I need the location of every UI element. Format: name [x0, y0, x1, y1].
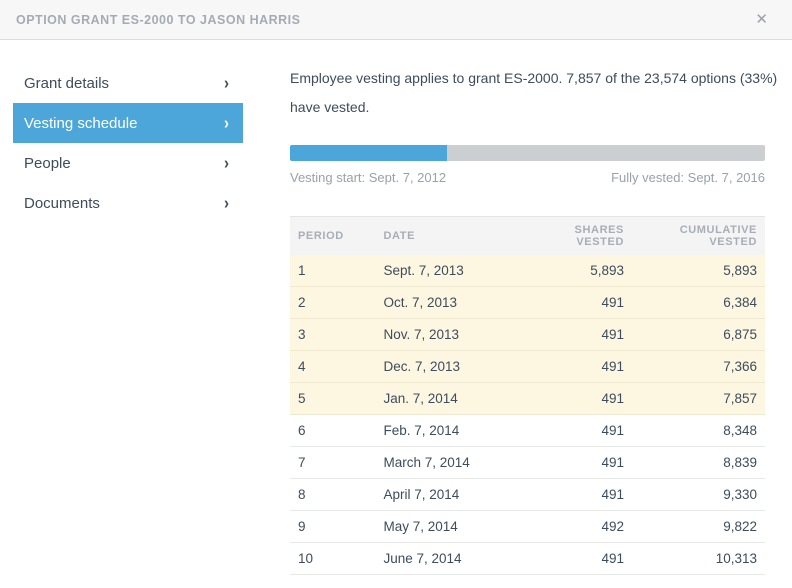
- cell-period: 2: [290, 286, 376, 319]
- progress-labels: Vesting start: Sept. 7, 2012 Fully veste…: [290, 170, 765, 185]
- cell-date: June 7, 2014: [375, 542, 523, 575]
- cell-shares: 491: [522, 446, 632, 479]
- sidebar-item-documents[interactable]: Documents ›: [13, 183, 243, 223]
- cell-date: Dec. 7, 2013: [375, 350, 523, 383]
- sidebar-item-label: People: [24, 154, 71, 172]
- cell-date: April 7, 2014: [375, 478, 523, 511]
- sidebar-item-vesting-schedule[interactable]: Vesting schedule ›: [13, 103, 243, 143]
- table-row: 1 Sept. 7, 2013 5,893 5,893: [290, 255, 765, 287]
- cell-shares: 5,893: [522, 255, 632, 287]
- cell-period: 6: [290, 414, 376, 447]
- vesting-start-label: Vesting start: Sept. 7, 2012: [290, 170, 447, 185]
- cell-cumulative: 6,384: [632, 286, 765, 319]
- cell-period: 8: [290, 478, 376, 511]
- table-row: 8 April 7, 2014 491 9,330: [290, 478, 765, 511]
- cell-shares: 491: [522, 414, 632, 447]
- table-row: 3 Nov. 7, 2013 491 6,875: [290, 318, 765, 351]
- modal-header: OPTION GRANT ES-2000 TO JASON HARRIS ✕: [0, 0, 792, 40]
- cell-period: 9: [290, 510, 376, 543]
- cell-period: 1: [290, 255, 376, 287]
- sidebar-item-people[interactable]: People ›: [13, 143, 243, 183]
- summary-line-1: Employee vesting applies to grant ES-200…: [290, 70, 778, 86]
- cell-date: March 7, 2014: [375, 446, 523, 479]
- cell-date: Sept. 7, 2013: [375, 255, 523, 287]
- cell-date: Feb. 7, 2014: [375, 414, 523, 447]
- cell-cumulative: 9,822: [632, 510, 765, 543]
- fully-vested-label: Fully vested: Sept. 7, 2016: [611, 170, 765, 185]
- cell-cumulative: 6,875: [632, 318, 765, 351]
- table-row: 2 Oct. 7, 2013 491 6,384: [290, 286, 765, 319]
- table-row: 10 June 7, 2014 491 10,313: [290, 542, 765, 575]
- sidebar-item-label: Grant details: [24, 74, 110, 92]
- chevron-right-icon: ›: [224, 113, 229, 133]
- vesting-table-body: 1 Sept. 7, 2013 5,893 5,893 2 Oct. 7, 20…: [290, 255, 765, 575]
- vesting-schedule-panel: Employee vesting applies to grant ES-200…: [290, 63, 778, 575]
- chevron-right-icon: ›: [224, 193, 229, 213]
- cell-cumulative: 9,330: [632, 478, 765, 511]
- cell-date: May 7, 2014: [375, 510, 523, 543]
- cell-cumulative: 7,857: [632, 382, 765, 415]
- sidebar-nav: Grant details › Vesting schedule › Peopl…: [13, 63, 243, 575]
- cell-shares: 491: [522, 542, 632, 575]
- cell-shares: 491: [522, 382, 632, 415]
- cell-period: 4: [290, 350, 376, 383]
- cell-cumulative: 8,839: [632, 446, 765, 479]
- modal-title: OPTION GRANT ES-2000 TO JASON HARRIS: [16, 12, 301, 27]
- table-row: 7 March 7, 2014 491 8,839: [290, 446, 765, 479]
- sidebar-item-label: Vesting schedule: [24, 114, 138, 132]
- cell-date: Oct. 7, 2013: [375, 286, 523, 319]
- cell-cumulative: 5,893: [632, 255, 765, 287]
- chevron-right-icon: ›: [224, 153, 229, 173]
- cell-shares: 491: [522, 318, 632, 351]
- vesting-summary-text: Employee vesting applies to grant ES-200…: [290, 64, 778, 122]
- summary-line-2: have vested.: [290, 99, 370, 115]
- modal-body: Grant details › Vesting schedule › Peopl…: [0, 40, 792, 575]
- table-row: 4 Dec. 7, 2013 491 7,366: [290, 350, 765, 383]
- sidebar-item-grant-details[interactable]: Grant details ›: [13, 63, 243, 103]
- table-row: 5 Jan. 7, 2014 491 7,857: [290, 382, 765, 415]
- cell-shares: 491: [522, 350, 632, 383]
- cell-shares: 492: [522, 510, 632, 543]
- cell-cumulative: 10,313: [632, 542, 765, 575]
- cell-shares: 491: [522, 478, 632, 511]
- column-header-shares-vested: Shares vested: [522, 216, 632, 255]
- table-row: 9 May 7, 2014 492 9,822: [290, 510, 765, 543]
- vesting-table-header: Period Date Shares vested Cumulative ves…: [290, 216, 765, 255]
- vesting-progress-bar: [290, 145, 765, 161]
- cell-shares: 491: [522, 286, 632, 319]
- cell-period: 7: [290, 446, 376, 479]
- cell-date: Jan. 7, 2014: [375, 382, 523, 415]
- vesting-progress-fill: [290, 145, 447, 161]
- cell-cumulative: 8,348: [632, 414, 765, 447]
- cell-date: Nov. 7, 2013: [375, 318, 523, 351]
- close-icon[interactable]: ✕: [751, 8, 772, 31]
- cell-period: 5: [290, 382, 376, 415]
- vesting-table: Period Date Shares vested Cumulative ves…: [290, 216, 765, 575]
- cell-period: 10: [290, 542, 376, 575]
- column-header-date: Date: [375, 216, 523, 255]
- column-header-period: Period: [290, 216, 376, 255]
- chevron-right-icon: ›: [224, 73, 229, 93]
- cell-period: 3: [290, 318, 376, 351]
- cell-cumulative: 7,366: [632, 350, 765, 383]
- sidebar-item-label: Documents: [24, 194, 100, 212]
- table-row: 6 Feb. 7, 2014 491 8,348: [290, 414, 765, 447]
- column-header-cumulative-vested: Cumulative vested: [632, 216, 765, 255]
